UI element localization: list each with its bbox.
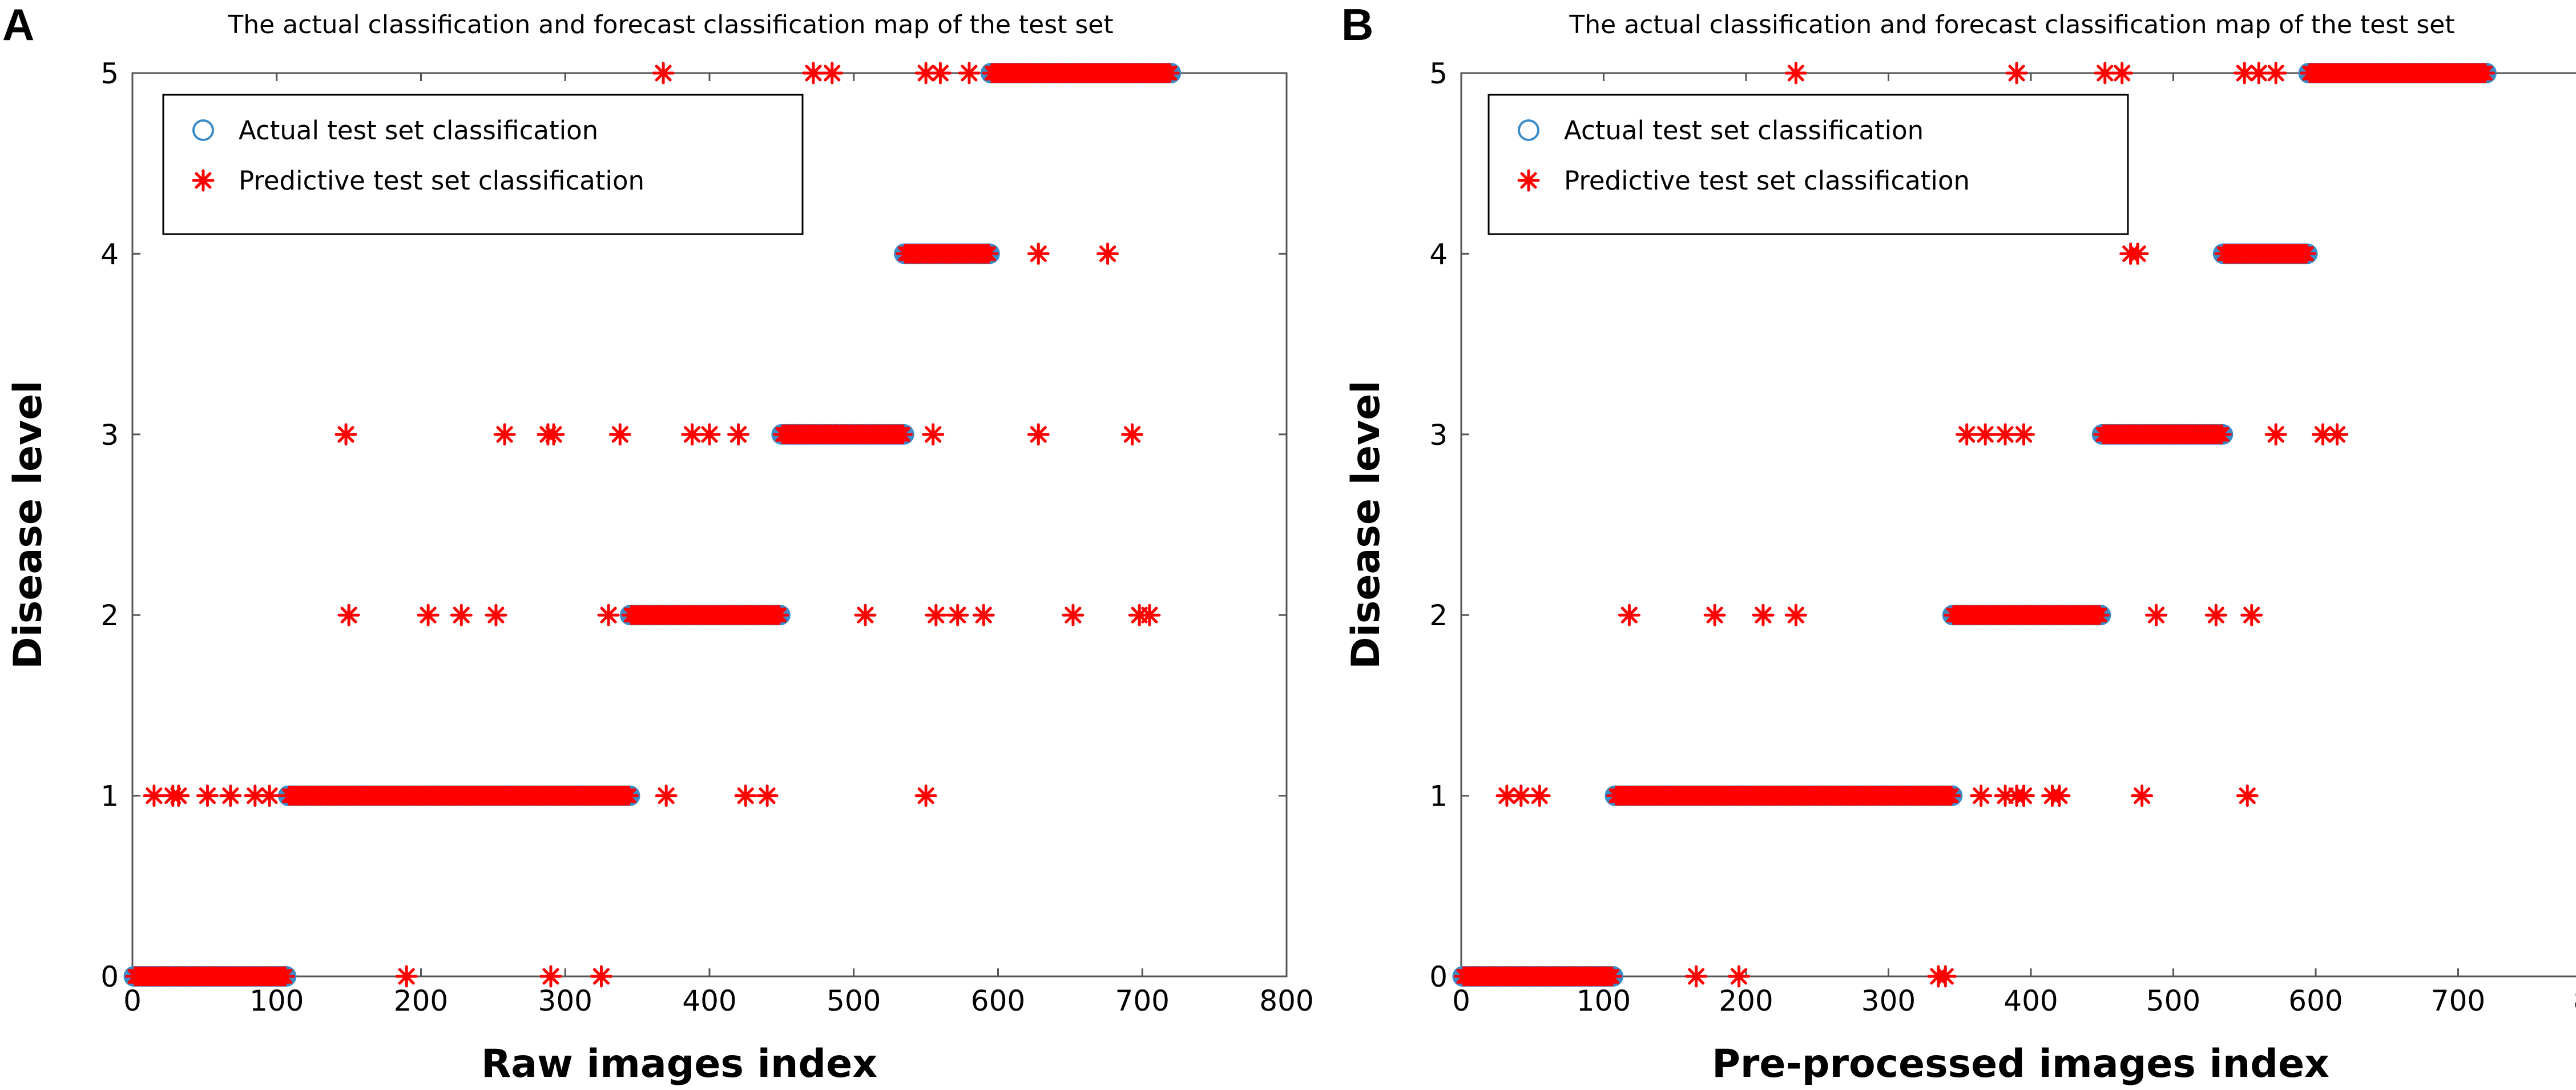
panel-a-predicted-outlier [395,965,418,988]
panel-b-xtick-label: 0 [1452,984,1470,1017]
panel-a-predicted-outlier [539,965,562,988]
panel-a-predicted-point [1159,63,1180,83]
panel-a-xtick-label: 200 [394,984,448,1017]
panel-b-predicted-point [2089,605,2110,625]
panel-a-xtick-label: 300 [538,984,592,1017]
panel-b-xtick-label: 300 [1861,984,1916,1017]
panel-b-xtick-label: 800 [2573,984,2576,1017]
panel-a-xtick-label: 500 [827,984,881,1017]
panel-a-ytick-label: 4 [100,238,119,271]
panel-a-legend-predicted-marker [192,169,215,192]
panel-a-legend-actual-label: Actual test set classification [239,115,598,146]
panel-a-predicted-outlier [655,785,678,807]
panel-b-xtick-label: 500 [2146,984,2200,1017]
panel-b-ytick-label: 5 [1429,57,1448,90]
panel-b-xtick-label: 100 [1577,984,1631,1017]
panel-a-predicted-point [275,966,295,987]
panel-a-xtick-label: 600 [971,984,1025,1017]
panel-a: A The actual classification and forecast… [2,0,1314,1087]
panel-a-ytick-label: 0 [100,960,119,994]
panel-a-predicted-outlier [337,604,360,626]
panel-b-xtick-label: 200 [1719,984,1773,1017]
panel-a-predicted-series [125,62,1180,988]
panel-a-predicted-outlier [1096,242,1119,265]
panel-a-predicted-point-stroke [277,968,293,984]
panel-a-predicted-outlier [821,62,844,85]
panel-a-predicted-outlier [854,604,877,626]
panel-a-predicted-outlier [972,604,995,626]
panel-a-predicted-outlier [652,62,675,85]
panel-a-predicted-outlier [590,965,612,988]
panel-b-xtick-label: 700 [2431,984,2485,1017]
panel-a-predicted-point [618,786,639,806]
panel-b: B The actual classification and forecast… [1341,0,2576,1087]
panel-a-predicted-outlier [925,604,948,626]
panel-a-predicted-point-stroke [771,608,787,623]
panel-a-predicted-outlier [1121,423,1144,446]
panel-a-title: The actual classification and forecast c… [227,10,1113,39]
panel-a-predicted-point-stroke [621,788,636,803]
panel-a-predicted-outlier [1062,604,1085,626]
panel-a-predicted-outlier [542,423,565,446]
panel-a-xlabel: Raw images index [481,1041,877,1087]
panel-b-ytick-label: 3 [1429,419,1448,452]
panel-a-predicted-outlier [802,62,825,85]
panel-a-xtick-label: 400 [682,984,736,1017]
panel-a-predicted-outlier [167,785,190,807]
panel-a-predicted-point [978,243,999,264]
panel-a-predicted-point [893,424,913,445]
panel-a-predicted-outlier [493,423,516,446]
panel-a-predicted-outlier [727,423,750,446]
panel-a-predicted-outlier [485,604,507,626]
panel-a-ytick-label: 2 [100,599,119,632]
panel-a-predicted-outlier [698,423,721,446]
panel-a-predicted-outlier [958,62,981,85]
panel-a-predicted-outlier [756,785,779,807]
panel-b-ytick-label: 2 [1429,599,1448,632]
panel-a-letter: A [2,0,34,50]
panel-b-ytick-label: 1 [1429,780,1448,813]
panel-a-predicted-outlier [922,423,945,446]
panel-a-predicted-point [769,605,789,625]
panel-a-predicted-outlier [597,604,620,626]
panel-a-xtick-label: 800 [1259,984,1313,1017]
panel-a-predicted-outlier [334,423,357,446]
panel-a-predicted-outlier [929,62,952,85]
panel-a-legend-predicted-label: Predictive test set classification [239,166,644,196]
panel-a-predicted-outlier [608,423,631,446]
panel-a-predicted-outlier [734,785,757,807]
panel-a-predicted-outlier [258,785,281,807]
panel-a-legend-star-shape [192,169,215,192]
panel-a-predicted-outlier [1138,604,1161,626]
panel-a-xtick-label: 100 [249,984,304,1017]
panel-a-ytick-label: 5 [100,57,119,90]
panel-a-predicted-outlier [946,604,969,626]
panel-b-xtick-label: 600 [2288,984,2343,1017]
panel-a-predicted-outlier [219,785,242,807]
panel-a-predicted-outlier [143,785,166,807]
panel-a-predicted-outlier [1027,423,1050,446]
panel-b-predicted-point [1941,786,1961,806]
panel-a-legend: Actual test set classification Predictiv… [162,94,804,235]
panel-a-predicted-outlier [196,785,219,807]
panel-b-xtick-label: 400 [2003,984,2058,1017]
panel-b-letter: B [1341,0,1373,50]
panel-a-ylabel: Disease level [6,380,51,669]
panel-a-ticks: 0 100 200 300 400 500 600 700 800 0 1 2 3 4 5 [100,57,1314,1017]
panel-a-predicted-outlier [450,604,473,626]
panel-a-predicted-outlier [914,785,937,807]
panel-a-ytick-label: 3 [100,419,119,452]
panel-b-ytick-label: 4 [1429,238,1448,271]
panel-a-predicted-outlier [417,604,440,626]
panel-b-title: The actual classification and forecast c… [1569,10,2454,39]
panel-a-ytick-label: 1 [100,780,119,813]
panel-a-xtick-label: 0 [123,984,142,1017]
panel-a-predicted-outlier [1027,242,1050,265]
panel-b-ytick-label: 0 [1429,960,1448,994]
panel-a-xtick-label: 700 [1115,984,1170,1017]
panel-b-predicted-point [1602,966,1622,987]
